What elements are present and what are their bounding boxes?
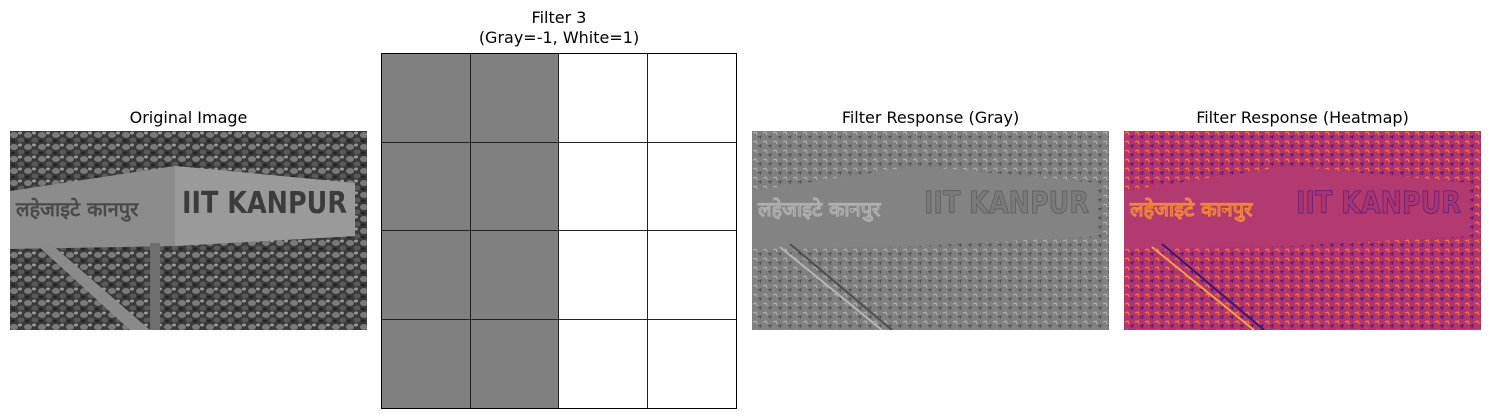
heatmap-response-image: लहेजाइटे कानपुर IIT KANPUR <box>1124 131 1481 330</box>
kernel-cell <box>647 319 736 408</box>
kernel-cell <box>382 142 471 231</box>
original-image-title: Original Image <box>129 108 248 127</box>
heatmap-sign-right: IIT KANPUR <box>1296 186 1461 221</box>
kernel-cell <box>647 142 736 231</box>
filter-kernel-grid <box>381 53 737 409</box>
kernel-cell <box>559 54 648 143</box>
filter-title-line2: (Gray=-1, White=1) <box>478 28 640 47</box>
kernel-cell <box>647 231 736 320</box>
original-sign-right: IIT KANPUR <box>182 186 347 221</box>
gray-sign-right: IIT KANPUR <box>924 186 1089 221</box>
kernel-cell <box>559 231 648 320</box>
kernel-cell <box>470 319 559 408</box>
kernel-cell <box>382 231 471 320</box>
gray-response-title: Filter Response (Gray) <box>841 108 1020 127</box>
original-image: लहेजाइटे कानपुर IIT KANPUR <box>10 131 367 330</box>
original-sign-left: लहेजाइटे कानपुर <box>15 197 139 222</box>
kernel-cell <box>559 319 648 408</box>
kernel-cell <box>470 54 559 143</box>
gray-response-image: लहेजाइटे कानपुर IIT KANPUR <box>752 131 1109 330</box>
gray-sign-left: लहेजाइटे कानपुर <box>757 197 881 222</box>
kernel-cell <box>559 142 648 231</box>
kernel-cell <box>470 142 559 231</box>
heatmap-response-title: Filter Response (Heatmap) <box>1196 108 1409 127</box>
filter-title-line1: Filter 3 <box>531 8 587 27</box>
filter-title: Filter 3 (Gray=-1, White=1) <box>381 8 737 48</box>
kernel-cell <box>382 54 471 143</box>
kernel-cell <box>647 54 736 143</box>
heatmap-sign-left: लहेजाइटे कानपुर <box>1129 197 1253 222</box>
kernel-cell <box>382 319 471 408</box>
kernel-cell <box>470 231 559 320</box>
